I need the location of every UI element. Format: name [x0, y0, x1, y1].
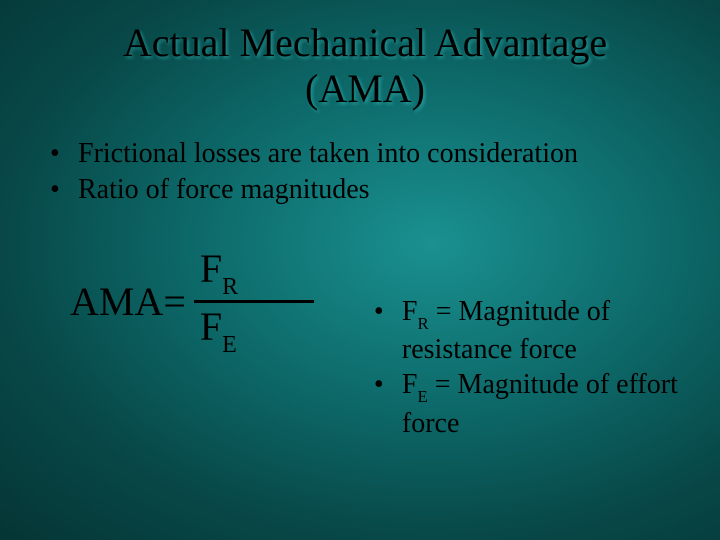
definition-item: FE = Magnitude of effort force: [374, 367, 680, 441]
def-rest: = Magnitude of resistance force: [402, 296, 610, 366]
formula: AMA= FR FE: [70, 249, 314, 354]
lower-region: AMA= FR FE FR = Magnitude of resistance …: [50, 239, 680, 441]
denominator-sub: E: [222, 332, 237, 358]
title-line-1: Actual Mechanical Advantage: [123, 20, 607, 65]
definitions-list: FR = Magnitude of resistance force FE = …: [374, 294, 680, 441]
def-sub: E: [417, 387, 427, 406]
bullet-item: Frictional losses are taken into conside…: [50, 136, 680, 172]
slide: Actual Mechanical Advantage (AMA) Fricti…: [0, 0, 720, 540]
def-base: F: [402, 369, 418, 400]
numerator-sub: R: [222, 274, 238, 300]
fraction: FR FE: [194, 249, 314, 354]
denominator-base: F: [200, 304, 222, 349]
fraction-line: [194, 300, 314, 303]
definition-item: FR = Magnitude of resistance force: [374, 294, 680, 368]
denominator: FE: [194, 305, 243, 354]
def-base: F: [402, 296, 418, 327]
numerator-base: F: [200, 246, 222, 291]
title-line-2: (AMA): [305, 66, 425, 111]
slide-title: Actual Mechanical Advantage (AMA): [50, 20, 680, 112]
formula-label: AMA=: [70, 278, 186, 325]
bullet-item: Ratio of force magnitudes: [50, 172, 680, 208]
def-sub: R: [417, 314, 428, 333]
def-rest: = Magnitude of effort force: [402, 369, 678, 439]
top-bullet-list: Frictional losses are taken into conside…: [50, 136, 680, 209]
numerator: FR: [194, 249, 244, 298]
